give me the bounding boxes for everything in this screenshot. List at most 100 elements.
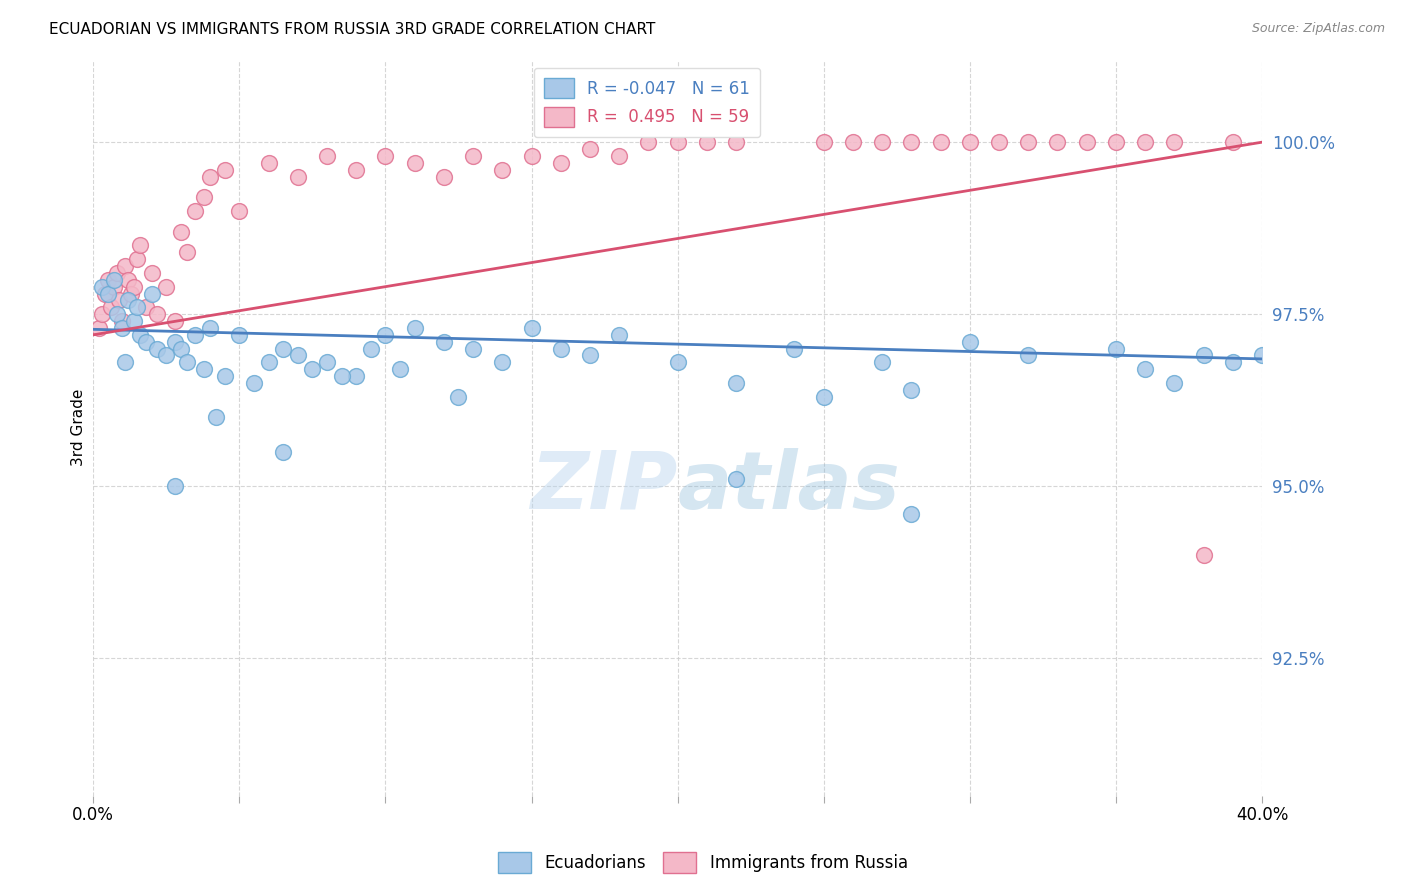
Point [520,321,543,335]
Point [959,135,981,149]
Point [666,135,689,149]
Point [117,273,139,287]
Text: ZIP: ZIP [530,448,678,525]
Point [120,286,142,301]
Point [447,390,470,404]
Point [725,472,748,486]
Point [205,410,228,425]
Point [163,334,186,349]
Point [374,327,396,342]
Point [344,369,367,384]
Point [491,355,513,369]
Point [125,252,148,267]
Point [404,156,426,170]
Point [100,301,122,315]
Point [129,327,152,342]
Point [344,162,367,177]
Point [1192,548,1215,562]
Point [271,445,294,459]
Point [243,376,266,390]
Point [97,273,120,287]
Point [607,327,630,342]
Point [637,135,659,149]
Point [404,321,426,335]
Point [111,321,134,335]
Point [1222,355,1244,369]
Point [1105,135,1128,149]
Point [1046,135,1069,149]
Point [1133,362,1156,376]
Point [1017,349,1039,363]
Point [725,135,748,149]
Point [301,362,323,376]
Text: 40.0%: 40.0% [1236,806,1288,824]
Point [135,334,157,349]
Point [135,301,157,315]
Point [1192,349,1215,363]
Point [316,355,339,369]
Point [900,383,922,397]
Point [550,342,572,356]
Point [257,156,280,170]
Point [193,362,215,376]
Point [193,190,215,204]
Point [97,286,120,301]
Point [360,342,382,356]
Point [94,286,117,301]
Point [108,293,131,308]
Point [103,273,125,287]
Point [929,135,952,149]
Point [146,342,169,356]
Point [1133,135,1156,149]
Point [170,342,193,356]
Point [374,149,396,163]
Point [228,204,250,219]
Point [550,156,572,170]
Point [114,355,136,369]
Point [1222,135,1244,149]
Text: 0.0%: 0.0% [72,806,114,824]
Point [117,293,139,308]
Point [1251,349,1274,363]
Point [870,355,893,369]
Point [520,149,543,163]
Point [491,162,513,177]
Point [176,355,198,369]
Point [813,135,835,149]
Point [316,149,339,163]
Text: Source: ZipAtlas.com: Source: ZipAtlas.com [1251,22,1385,36]
Point [783,342,806,356]
Point [696,135,718,149]
Point [813,390,835,404]
Point [146,307,169,321]
Point [287,349,309,363]
Point [579,142,602,156]
Point [163,479,186,493]
Point [330,369,353,384]
Point [870,135,893,149]
Point [105,266,128,280]
Point [214,162,236,177]
Point [271,342,294,356]
Point [1163,376,1185,390]
Y-axis label: 3rd Grade: 3rd Grade [72,389,86,467]
Point [257,355,280,369]
Point [122,279,145,293]
Point [461,342,484,356]
Point [184,327,207,342]
Point [988,135,1011,149]
Point [214,369,236,384]
Point [900,507,922,521]
Point [155,349,177,363]
Point [184,204,207,219]
Point [579,349,602,363]
Point [433,334,456,349]
Point [228,327,250,342]
Point [91,279,114,293]
Point [1105,342,1128,356]
Point [198,321,221,335]
Point [129,238,152,252]
Point [842,135,865,149]
Point [433,169,456,184]
Point [122,314,145,328]
